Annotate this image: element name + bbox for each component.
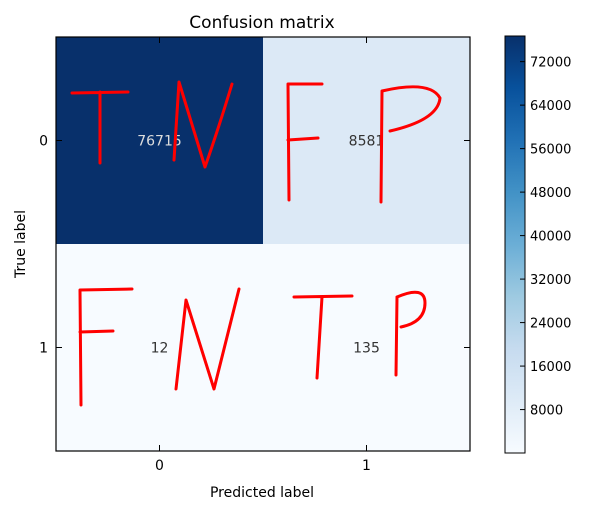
axes: 0 1 0 1	[39, 37, 470, 474]
x-tick-label: 1	[362, 458, 371, 474]
colorbar-ticks: 8000 16000 24000 32000 40000 48000 56000 64000 7…	[520, 56, 571, 419]
annotation-tn	[70, 80, 234, 169]
colorbar-tick-label: 32000	[530, 273, 571, 288]
annotation-tp-p	[394, 290, 427, 377]
annotation-tp-t	[292, 294, 354, 380]
cell-value-label: 76715	[137, 134, 182, 150]
y-tick-label: 0	[39, 134, 48, 150]
colorbar-tick-label: 56000	[530, 143, 571, 158]
colorbar-tick-label: 8000	[530, 404, 563, 419]
annotation-fn-f	[78, 287, 134, 407]
annotation-fn	[78, 287, 241, 407]
plot-frame	[55, 36, 471, 452]
y-tick-label: 1	[39, 341, 48, 357]
colorbar-tick-label: 48000	[530, 186, 571, 201]
x-tick-label: 0	[155, 458, 164, 474]
colorbar-tick-label: 40000	[530, 230, 571, 245]
x-axis-label: Predicted label	[210, 485, 314, 501]
annotation-fp-f	[286, 82, 324, 202]
colorbar-tick-label: 64000	[530, 99, 571, 114]
annotation-fn-n	[174, 287, 241, 391]
handwritten-annotations	[70, 80, 442, 407]
colorbar	[504, 35, 526, 454]
colorbar-tick-label: 24000	[530, 317, 571, 332]
chart-title: Confusion matrix	[189, 13, 334, 33]
heatmap-cell	[56, 37, 263, 244]
cell-value-label: 12	[151, 341, 169, 357]
heatmap-cell	[263, 244, 470, 451]
annotation-fp-p	[379, 85, 442, 204]
colorbar-tick-label: 16000	[530, 360, 571, 375]
y-axis-label: True label	[13, 210, 29, 279]
cell-value-label: 8581	[349, 134, 385, 150]
heatmap-cells: 76715 8581 12 135	[56, 37, 470, 451]
colorbar-tick-label: 72000	[530, 56, 571, 71]
annotation-tn-t	[70, 90, 130, 165]
heatmap-cell	[56, 244, 263, 451]
cell-value-label: 135	[353, 341, 380, 357]
annotation-tn-n	[172, 80, 234, 169]
annotation-tp	[292, 290, 427, 380]
annotation-fp	[286, 82, 442, 204]
